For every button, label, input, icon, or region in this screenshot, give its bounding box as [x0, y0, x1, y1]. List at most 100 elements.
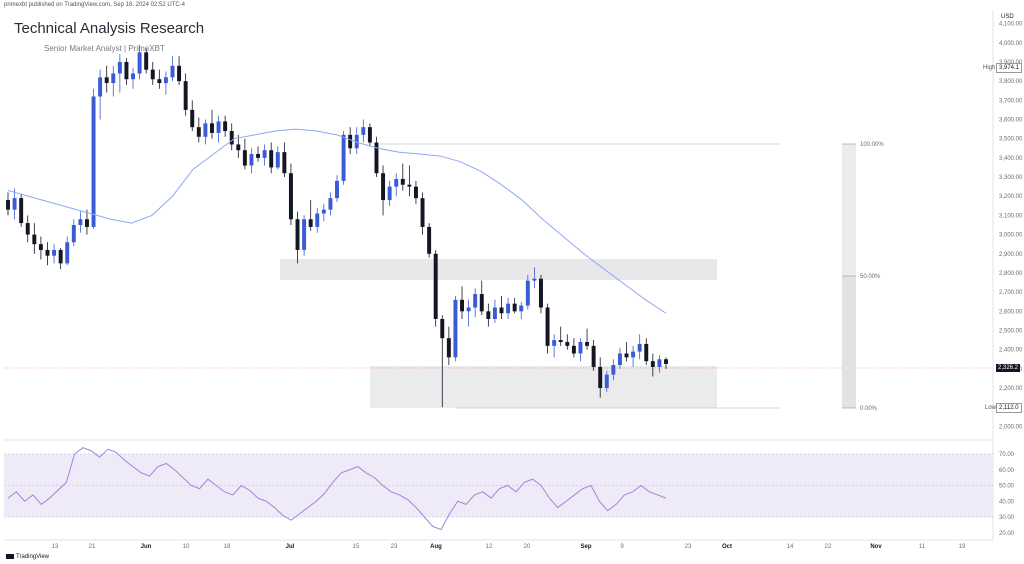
candle-body[interactable]	[117, 61, 122, 74]
candle-body[interactable]	[124, 61, 129, 80]
candle-body[interactable]	[52, 249, 57, 256]
candle-body[interactable]	[295, 219, 300, 250]
candle-body[interactable]	[617, 353, 622, 366]
candle-body[interactable]	[282, 152, 287, 174]
candle-body[interactable]	[558, 340, 563, 343]
candle-body[interactable]	[532, 278, 537, 281]
candle-body[interactable]	[288, 173, 293, 220]
candle-body[interactable]	[387, 186, 392, 201]
candle-body[interactable]	[170, 65, 175, 78]
candle-body[interactable]	[45, 249, 50, 256]
candle-body[interactable]	[374, 142, 379, 174]
candle-body[interactable]	[25, 223, 30, 235]
candle-body[interactable]	[163, 77, 168, 84]
candle-body[interactable]	[335, 180, 339, 199]
candle-body[interactable]	[308, 219, 313, 227]
candle-body[interactable]	[38, 244, 43, 250]
candle-body[interactable]	[420, 198, 425, 227]
candle-body[interactable]	[177, 65, 182, 82]
candle-body[interactable]	[624, 353, 629, 358]
candle-body[interactable]	[242, 150, 247, 166]
candle-body[interactable]	[611, 365, 616, 375]
candle-body[interactable]	[236, 144, 241, 151]
candle-body[interactable]	[545, 307, 550, 346]
candle-body[interactable]	[302, 219, 307, 250]
candle-body[interactable]	[104, 77, 109, 84]
candle-body[interactable]	[519, 305, 524, 312]
candle-body[interactable]	[144, 52, 149, 70]
candle-body[interactable]	[427, 226, 432, 254]
candle-body[interactable]	[394, 178, 399, 187]
candle-body[interactable]	[400, 178, 405, 185]
candle-body[interactable]	[203, 123, 208, 137]
candle-body[interactable]	[78, 219, 83, 225]
candle-body[interactable]	[565, 342, 570, 346]
candle-body[interactable]	[91, 96, 96, 227]
candle-body[interactable]	[466, 307, 471, 312]
candle-body[interactable]	[12, 198, 17, 210]
candle-body[interactable]	[598, 366, 603, 389]
candle-body[interactable]	[591, 345, 596, 367]
candle-body[interactable]	[157, 79, 162, 84]
candle-body[interactable]	[354, 134, 359, 149]
candle-body[interactable]	[58, 249, 63, 264]
candle-body[interactable]	[71, 225, 76, 243]
candle-body[interactable]	[32, 234, 37, 245]
candle-body[interactable]	[216, 121, 221, 133]
candle-body[interactable]	[525, 280, 530, 306]
candle-body[interactable]	[506, 303, 511, 314]
candle-body[interactable]	[631, 351, 636, 358]
candle-body[interactable]	[499, 307, 504, 314]
candle-body[interactable]	[98, 77, 103, 97]
candle-body[interactable]	[367, 127, 372, 143]
candle-body[interactable]	[492, 307, 497, 319]
candle-body[interactable]	[111, 73, 116, 84]
candle-body[interactable]	[328, 198, 333, 210]
candle-body[interactable]	[223, 121, 228, 132]
candle-body[interactable]	[183, 81, 188, 110]
candle-body[interactable]	[381, 173, 386, 201]
candle-body[interactable]	[321, 209, 326, 214]
candle-body[interactable]	[473, 294, 478, 308]
candle-body[interactable]	[650, 361, 655, 367]
candle-body[interactable]	[585, 342, 590, 346]
candle-body[interactable]	[578, 342, 583, 354]
candle-body[interactable]	[571, 345, 576, 354]
candle-body[interactable]	[552, 340, 557, 346]
candle-body[interactable]	[460, 299, 464, 312]
candle-body[interactable]	[137, 52, 142, 74]
candle-body[interactable]	[479, 294, 484, 312]
candle-body[interactable]	[657, 359, 662, 367]
candle-body[interactable]	[275, 152, 280, 168]
candle-body[interactable]	[446, 338, 451, 358]
candle-body[interactable]	[644, 343, 649, 362]
candle-body[interactable]	[361, 127, 366, 135]
candle-body[interactable]	[131, 73, 135, 80]
candle-body[interactable]	[604, 374, 609, 389]
candle-body[interactable]	[269, 150, 274, 168]
candle-body[interactable]	[315, 213, 320, 227]
candle-body[interactable]	[65, 242, 70, 264]
candle-body[interactable]	[664, 359, 668, 364]
candle-body[interactable]	[262, 150, 267, 158]
candle-body[interactable]	[539, 278, 543, 308]
candle-body[interactable]	[348, 134, 353, 149]
candle-body[interactable]	[341, 134, 346, 181]
candle-body[interactable]	[150, 69, 155, 80]
candle-body[interactable]	[19, 198, 24, 224]
candle-body[interactable]	[196, 127, 201, 137]
candle-body[interactable]	[486, 311, 491, 319]
tradingview-logo[interactable]: TradingView	[6, 554, 49, 560]
candle-body[interactable]	[407, 184, 412, 187]
candle-body[interactable]	[229, 131, 234, 145]
candle-body[interactable]	[6, 200, 10, 210]
candle-body[interactable]	[512, 303, 517, 312]
candle-body[interactable]	[249, 154, 254, 166]
candle-body[interactable]	[256, 154, 261, 158]
candle-body[interactable]	[433, 253, 438, 319]
candle-body[interactable]	[190, 109, 195, 128]
candle-body[interactable]	[210, 123, 214, 133]
candle-body[interactable]	[84, 219, 89, 227]
candle-body[interactable]	[453, 299, 458, 358]
